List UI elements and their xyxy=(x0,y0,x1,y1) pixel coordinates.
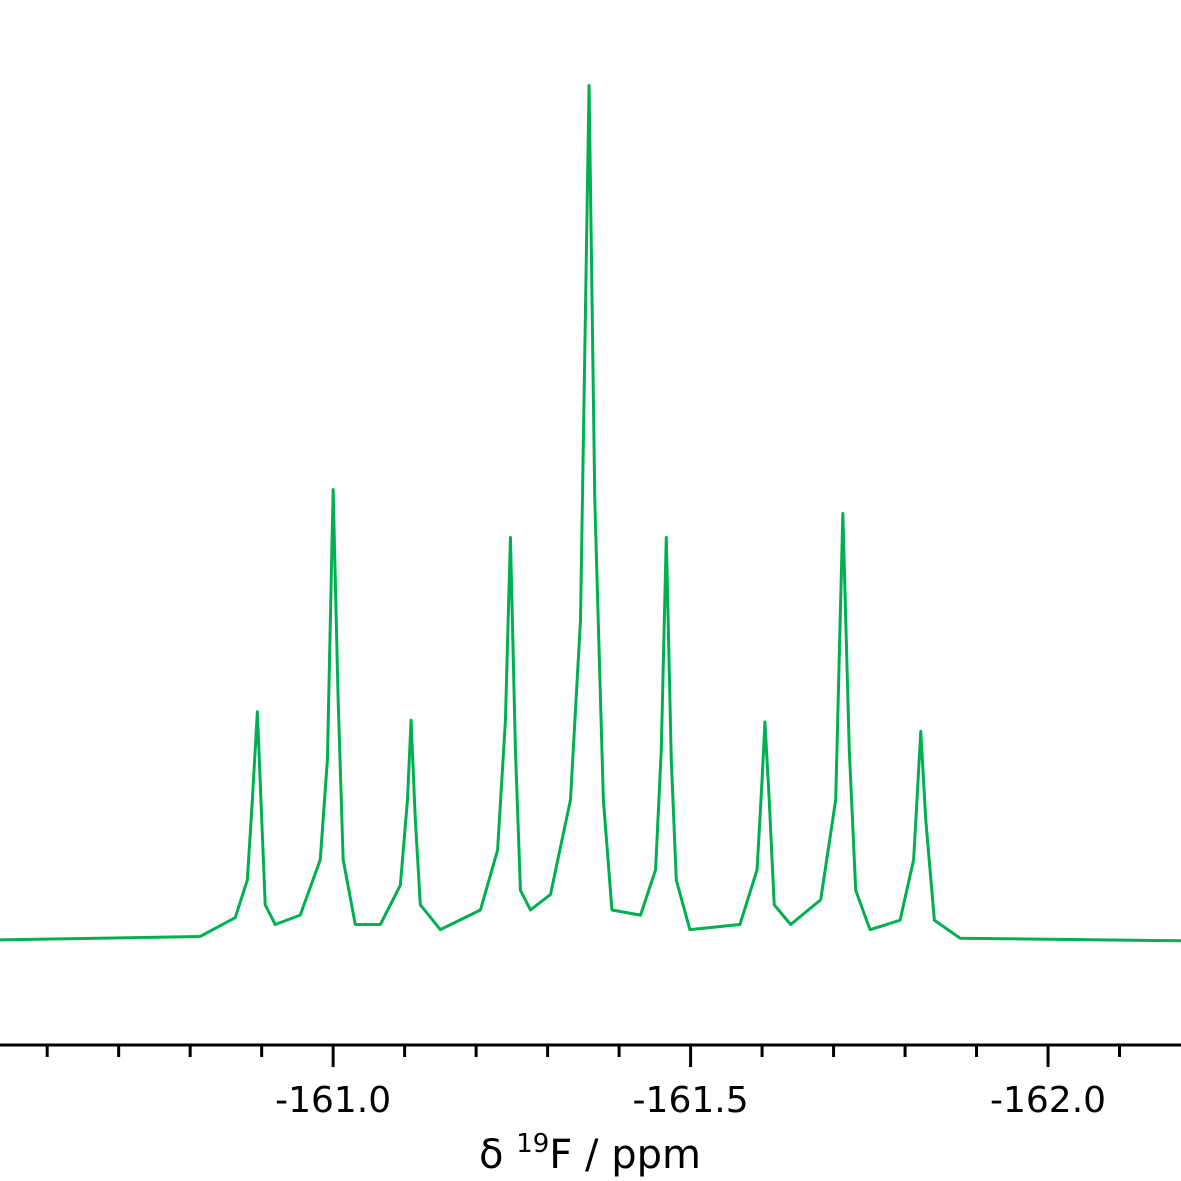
x-label-sup: 19 xyxy=(516,1129,549,1159)
x-tick-label: -161.0 xyxy=(275,1080,391,1121)
spectrum-line xyxy=(0,83,1181,943)
x-tick-label: -162.0 xyxy=(990,1080,1106,1121)
x-label-suffix: F / ppm xyxy=(549,1132,701,1178)
x-axis-label: δ 19F / ppm xyxy=(479,1129,701,1178)
x-label-prefix: δ xyxy=(479,1132,516,1178)
x-tick-label: -161.5 xyxy=(633,1080,749,1121)
